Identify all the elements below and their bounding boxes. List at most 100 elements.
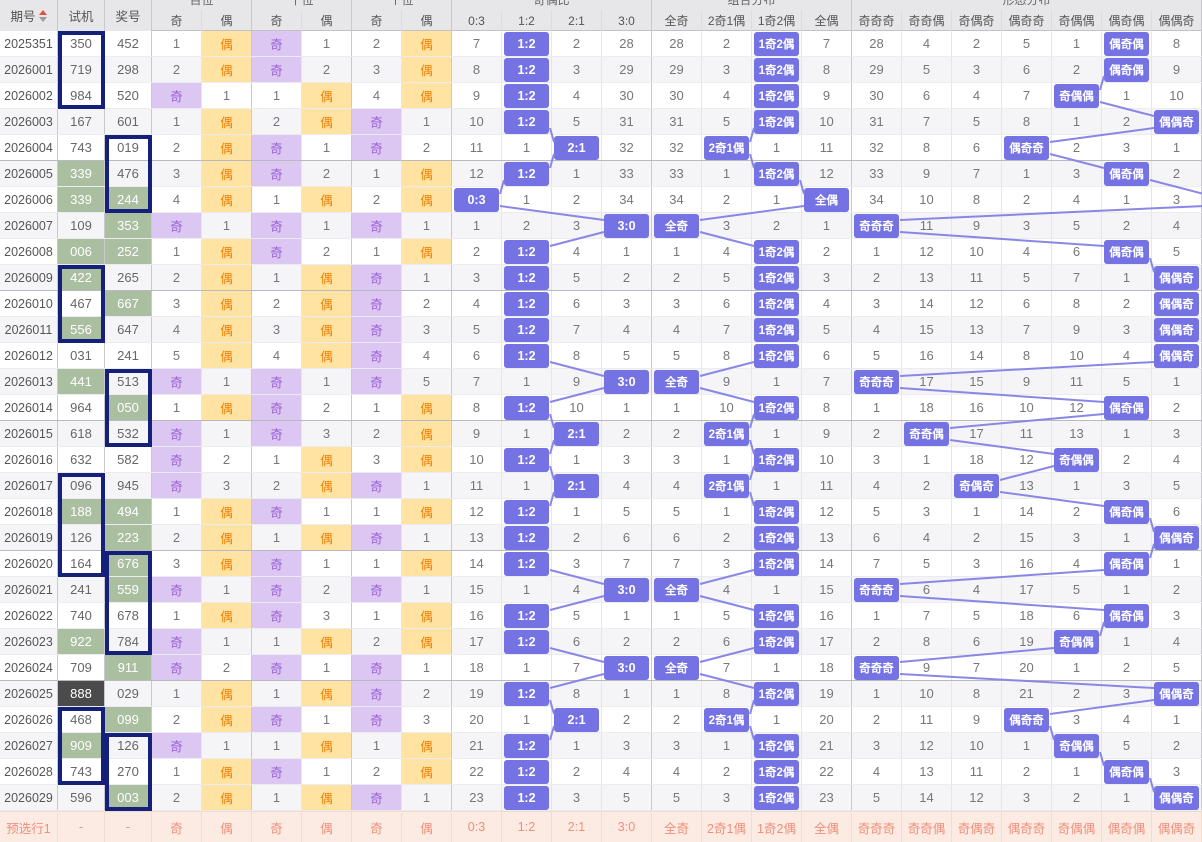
preselect-option-cell[interactable]: 奇 [152, 812, 202, 842]
data-cell: 10 [552, 395, 602, 420]
data-cell: 2 [702, 525, 752, 550]
preselect-prize-cell[interactable]: - [105, 812, 152, 842]
data-cell: 8 [802, 57, 852, 82]
data-cell: 2 [302, 395, 352, 420]
preselect-option-cell[interactable]: 偶奇偶 [1102, 812, 1152, 842]
data-cell: 4 [1152, 213, 1202, 238]
preselect-option-cell[interactable]: 偶 [202, 812, 252, 842]
preselect-option-cell[interactable]: 1:2 [502, 812, 552, 842]
highlight-cell: 1:2 [502, 681, 552, 706]
table-row: 2026002 984 520 奇 1 1 偶 4 偶 9 1:2 4 30 30 4 1奇2偶 9 30 6 4 7 奇… [0, 83, 1202, 109]
table-row: 2026005 339 476 3 偶奇 2 1 偶 12 1:2 1 33 33 1 1奇2偶 12 33 9 7… [0, 161, 1202, 187]
preselect-option-cell[interactable]: 2:1 [552, 812, 602, 842]
data-cell: 偶 [402, 421, 452, 446]
highlight-cell: 偶偶奇 [1152, 525, 1202, 550]
preselect-option-cell[interactable]: 偶偶奇 [1152, 812, 1202, 842]
test-number-cell: 888 [58, 681, 105, 706]
data-cell: 19 [1002, 629, 1052, 654]
data-cell: 11 [1002, 421, 1052, 446]
highlight-cell: 偶奇偶 [1102, 499, 1152, 524]
preselect-option-cell[interactable]: 偶奇奇 [1002, 812, 1052, 842]
prize-number-cell: 494 [105, 499, 152, 524]
test-number-cell: 339 [58, 187, 105, 212]
preselect-footer-row: 预选行1- - 奇偶奇偶奇偶 0:3 1:2 2:1 3:0 全奇 2奇1偶 1奇2偶 全偶 奇奇奇奇… [0, 811, 1202, 842]
data-cell: 奇 [252, 577, 302, 602]
preselect-option-cell[interactable]: 奇 [252, 812, 302, 842]
data-cell: 9 [552, 369, 602, 394]
data-cell: 3 [1102, 473, 1152, 498]
preselect-option-cell[interactable]: 奇奇奇 [852, 812, 902, 842]
highlight-cell: 奇偶奇 [952, 473, 1002, 498]
highlight-pill: 2奇1偶 [704, 707, 749, 732]
highlight-cell: 1:2 [502, 57, 552, 82]
data-cell: 7 [802, 31, 852, 56]
data-cell: 1 [302, 213, 352, 238]
sort-icon[interactable] [38, 9, 47, 22]
preselect-option-cell[interactable]: 0:3 [452, 812, 502, 842]
preselect-option-cell[interactable]: 奇偶奇 [952, 812, 1002, 842]
highlight-cell: 2:1 [552, 135, 602, 160]
data-cell: 1 [1152, 135, 1202, 160]
data-cell: 13 [1052, 421, 1102, 446]
preselect-option-cell[interactable]: 偶 [402, 812, 452, 842]
highlight-cell: 1:2 [502, 291, 552, 316]
highlight-cell: 1奇2偶 [752, 109, 802, 134]
highlight-cell: 1奇2偶 [752, 239, 802, 264]
data-cell: 3 [852, 447, 902, 472]
preselect-test-cell[interactable]: - [58, 812, 105, 842]
data-cell: 奇 [152, 629, 202, 654]
data-cell: 9 [902, 161, 952, 186]
header-period[interactable]: 期号 [0, 0, 58, 31]
preselect-option-cell[interactable]: 2奇1偶 [702, 812, 752, 842]
data-cell: 14 [952, 343, 1002, 368]
highlight-cell: 偶奇偶 [1102, 239, 1152, 264]
highlight-pill: 1:2 [504, 525, 549, 550]
data-cell: 2 [402, 681, 452, 706]
preselect-option-cell[interactable]: 偶 [302, 812, 352, 842]
preselect-option-cell[interactable]: 3:0 [602, 812, 652, 842]
data-cell: 6 [602, 525, 652, 550]
preselect-option-cell[interactable]: 1奇2偶 [752, 812, 802, 842]
data-cell: 9 [952, 213, 1002, 238]
data-cell: 1 [402, 785, 452, 810]
preselect-option-cell[interactable]: 奇奇偶 [902, 812, 952, 842]
data-cell: 1 [902, 447, 952, 472]
highlight-cell: 1奇2偶 [752, 265, 802, 290]
data-cell: 奇 [152, 577, 202, 602]
group-header-label: 十位 [289, 0, 314, 7]
data-cell: 6 [652, 525, 702, 550]
group-header-5: 组合分布 [652, 0, 852, 10]
data-cell: 偶 [202, 109, 252, 134]
period-cell: 2026025 [0, 681, 58, 706]
data-cell: 1 [302, 369, 352, 394]
preselect-option-cell[interactable]: 奇偶偶 [1052, 812, 1102, 842]
highlight-cell: 偶偶奇 [1152, 291, 1202, 316]
data-cell: 21 [802, 733, 852, 758]
table-row: 2026026 468 099 2 偶奇 1 奇 3 20 1 2:1 2 2 2奇1偶 1 20 2 11 9 偶奇… [0, 707, 1202, 733]
data-cell: 15 [902, 317, 952, 342]
preselect-option-cell[interactable]: 全奇 [652, 812, 702, 842]
highlight-pill: 奇偶偶 [1054, 629, 1099, 654]
data-cell: 4 [552, 577, 602, 602]
data-cell: 4 [352, 83, 402, 108]
data-cell: 奇 [152, 655, 202, 680]
data-cell: 偶 [202, 135, 252, 160]
prize-number-cell: 520 [105, 83, 152, 108]
table-row: 2026021 241 559 奇 1 奇 2 奇 1 15 1 4 3:0 全奇 4 1 15 奇奇奇 6 4 17 5… [0, 577, 1202, 603]
preselect-option-cell[interactable]: 全偶 [802, 812, 852, 842]
data-cell: 偶 [302, 733, 352, 758]
test-number-cell: 618 [58, 421, 105, 446]
data-cell: 奇 [252, 603, 302, 628]
data-cell: 2 [352, 421, 402, 446]
data-cell: 4 [1102, 707, 1152, 732]
data-cell: 3 [452, 265, 502, 290]
test-number-cell: 909 [58, 733, 105, 758]
data-cell: 2 [1052, 57, 1102, 82]
highlight-pill: 奇奇奇 [854, 577, 899, 602]
data-cell: 2 [352, 187, 402, 212]
table-row: 2025351 350 452 1 偶奇 1 2 偶 7 1:2 2 28 28 2 1奇2偶 7 28 4 2 5 1… [0, 31, 1202, 57]
data-cell: 8 [1002, 109, 1052, 134]
preselect-option-cell[interactable]: 奇 [352, 812, 402, 842]
highlight-pill: 2:1 [554, 135, 599, 160]
data-cell: 3 [152, 291, 202, 316]
